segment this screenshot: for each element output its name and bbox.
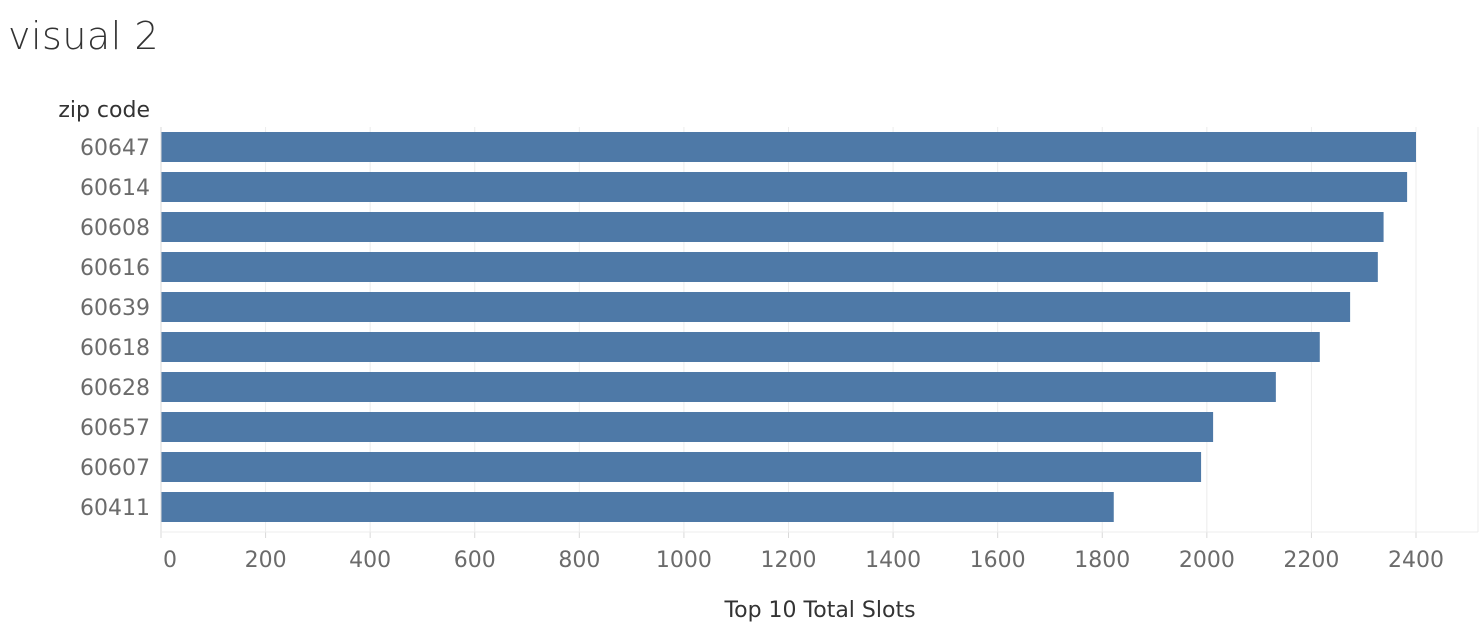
bar-60647[interactable] [161,132,1416,162]
bars [161,132,1416,522]
bar-60628[interactable] [161,372,1276,402]
category-axis-header: zip code [58,98,150,123]
x-tick-label: 1800 [1074,548,1130,573]
category-label: 60639 [80,296,150,321]
bar-60616[interactable] [161,252,1378,282]
category-label: 60616 [80,256,150,281]
bar-60639[interactable] [161,292,1351,322]
x-tick-label: 1200 [761,548,817,573]
x-tick-label: 200 [245,548,287,573]
category-label: 60628 [80,376,150,401]
x-axis-title: Top 10 Total Slots [723,598,915,623]
x-tick-label: 1000 [656,548,712,573]
x-tick-label: 2200 [1283,548,1339,573]
bar-60657[interactable] [161,412,1214,442]
bar-60608[interactable] [161,212,1384,242]
x-tick-label: 0 [163,548,177,573]
category-label: 60411 [80,496,150,521]
x-tick-label: 1400 [865,548,921,573]
sheet-title: visual 2 [8,14,160,58]
x-tick-label: 1600 [970,548,1026,573]
axes: 0 200 400 600 800 1000 1200 1400 1600 1800 2000 220… [80,127,1478,573]
category-label: 60647 [80,136,150,161]
category-label: 60608 [80,216,150,241]
x-tick-label: 600 [454,548,496,573]
category-label: 60607 [80,456,150,481]
bar-60607[interactable] [161,452,1202,482]
x-tick-label: 400 [349,548,391,573]
bar-60411[interactable] [161,492,1114,522]
x-tick-label: 2000 [1179,548,1235,573]
category-label: 60618 [80,336,150,361]
category-label: 60657 [80,416,150,441]
x-tick-label: 800 [558,548,600,573]
category-label: 60614 [80,176,150,201]
bar-60618[interactable] [161,332,1320,362]
bar-60614[interactable] [161,172,1408,202]
x-tick-label: 2400 [1388,548,1444,573]
